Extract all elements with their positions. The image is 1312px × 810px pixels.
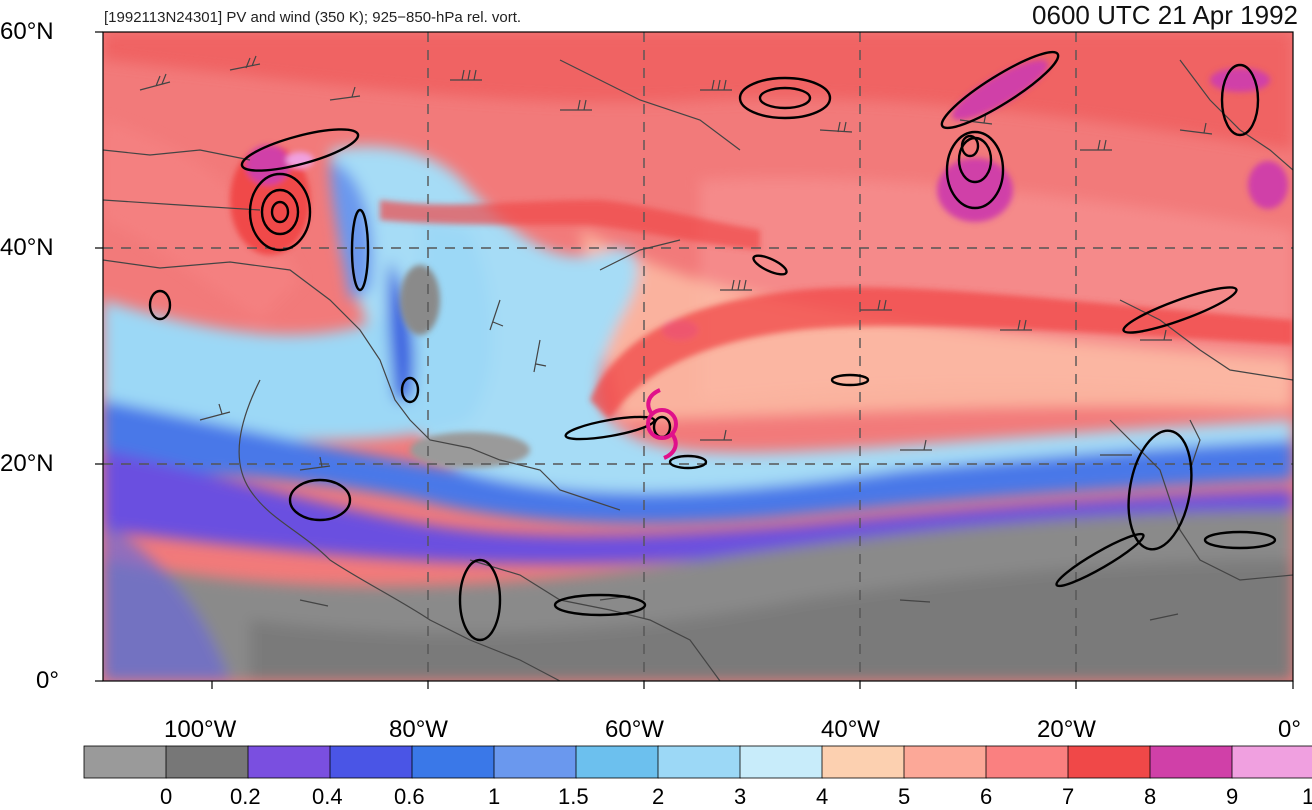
tropical-cyclone-icon	[646, 388, 678, 460]
lon-label-20w: 20°W	[1037, 716, 1096, 743]
colorbar-label: 6	[980, 784, 993, 809]
colorbar-label: 8	[1144, 784, 1157, 809]
colorbar-swatch	[493, 745, 577, 779]
colorbar-swatch	[247, 745, 331, 779]
colorbar-label: 0.2	[230, 784, 261, 809]
colorbar-label: 10	[1302, 784, 1312, 809]
colorbar-swatch	[1149, 745, 1233, 779]
colorbar-label: 0.4	[312, 784, 343, 809]
plot-frame	[95, 31, 1294, 689]
lat-label-20n: 20°N	[0, 450, 54, 477]
vorticity-contours	[148, 50, 1277, 642]
storm-id-title: [1992113N24301] PV and wind (350 K); 925…	[104, 9, 522, 26]
colorbar-label: 7	[1062, 784, 1075, 809]
colorbar-swatch	[821, 745, 905, 779]
colorbar-swatch	[411, 745, 495, 779]
colorbar-label: 0.6	[394, 784, 425, 809]
lat-label-0: 0°	[36, 667, 59, 694]
colorbar-swatch	[985, 745, 1069, 779]
colorbar-swatch	[657, 745, 741, 779]
colorbar-swatch	[1067, 745, 1151, 779]
colorbar-swatch	[903, 745, 987, 779]
colorbar-swatch	[575, 745, 659, 779]
colorbar-label: 2	[652, 784, 665, 809]
lat-label-40n: 40°N	[0, 234, 54, 261]
lat-label-60n: 60°N	[0, 18, 54, 45]
colorbar-swatch	[329, 745, 413, 779]
lon-label-60w: 60°W	[605, 716, 664, 743]
colorbar-label: 1.5	[558, 784, 589, 809]
colorbar-swatch	[739, 745, 823, 779]
colorbar-label: 5	[898, 784, 911, 809]
colorbar	[83, 745, 1312, 779]
lon-label-40w: 40°W	[821, 716, 880, 743]
colorbar-swatch	[1231, 745, 1312, 779]
colorbar-swatch	[83, 745, 167, 779]
colorbar-label: 4	[816, 784, 829, 809]
colorbar-label: 9	[1226, 784, 1239, 809]
lon-label-80w: 80°W	[389, 716, 448, 743]
pv-field	[103, 32, 1293, 681]
graticule	[103, 32, 1293, 681]
colorbar-label: 1	[488, 784, 501, 809]
lon-label-100w: 100°W	[164, 716, 237, 743]
wind-barbs	[139, 55, 1213, 621]
colorbar-label: 0	[160, 784, 173, 809]
colorbar-label: 3	[734, 784, 747, 809]
valid-time-title: 0600 UTC 21 Apr 1992	[1032, 0, 1298, 30]
lon-label-0: 0°	[1278, 716, 1301, 743]
colorbar-swatch	[165, 745, 249, 779]
